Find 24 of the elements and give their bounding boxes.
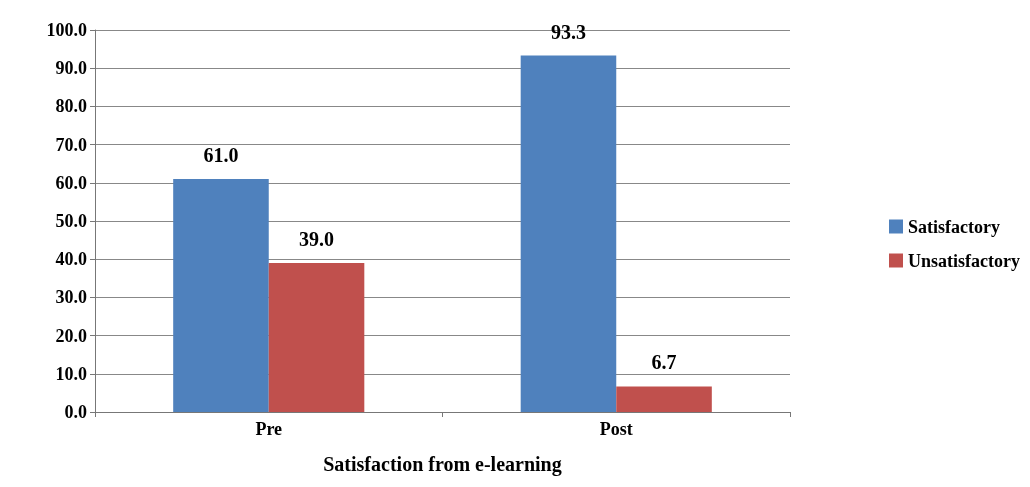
x-axis-title: Satisfaction from e-learning [323, 453, 562, 476]
y-tick-label: 0.0 [64, 402, 87, 422]
data-label: 6.7 [651, 351, 677, 374]
y-tick-label: 20.0 [55, 325, 87, 346]
bar [520, 55, 617, 412]
y-tick-label: 30.0 [55, 287, 87, 308]
y-tick-label: 50.0 [55, 211, 87, 231]
y-tick-label: 40.0 [55, 249, 87, 270]
y-tick-label: 80.0 [55, 96, 87, 117]
y-tick-label: 70.0 [55, 134, 87, 155]
x-tick-label: Post [599, 419, 633, 439]
bar [268, 263, 365, 412]
data-label: 93.3 [550, 20, 586, 43]
y-tick-label: 90.0 [55, 58, 87, 79]
y-tick-label: 10.0 [55, 363, 87, 384]
data-label: 61.0 [203, 143, 239, 166]
bar [173, 178, 269, 412]
data-label: 39.0 [299, 228, 335, 251]
legend-label: Unsatisfactory [908, 250, 1020, 271]
y-tick-label: 60.0 [55, 172, 87, 193]
x-tick-label: Pre [255, 419, 283, 439]
bar [616, 386, 712, 412]
y-tick-label: 100.0 [46, 20, 87, 40]
legend-label: Satisfactory [908, 216, 1000, 237]
